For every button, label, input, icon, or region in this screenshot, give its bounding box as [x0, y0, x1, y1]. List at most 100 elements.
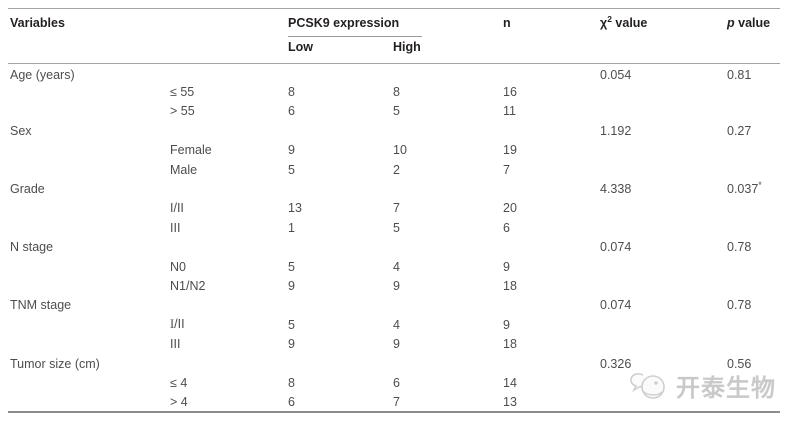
variable-cell: Grade [10, 182, 45, 197]
subcategory-cell: > 55 [170, 104, 195, 119]
table-row: > 55 6 5 11 [8, 102, 780, 121]
variable-cell [8, 257, 170, 276]
low-count-cell: 1 [288, 220, 295, 235]
high-count-cell [393, 63, 503, 82]
chi-square-cell [600, 102, 727, 121]
variable-cell [8, 315, 170, 334]
chi-value-label: value [611, 16, 648, 30]
low-count-cell: 8 [288, 85, 295, 100]
p-symbol: p [727, 16, 735, 30]
p-value-label: value [734, 16, 771, 30]
low-count-cell: 8 [288, 375, 295, 390]
p-value-cell [727, 199, 780, 218]
high-count-cell [393, 121, 503, 140]
p-value-cell: 0.78 [727, 298, 752, 313]
watermark: 开泰生物 [629, 368, 776, 403]
variable-cell: Tumor size (cm) [10, 356, 100, 371]
n-count-cell: 19 [503, 143, 517, 158]
p-value-cell [727, 160, 780, 179]
p-value-cell [727, 257, 780, 276]
chi-square-cell [600, 160, 727, 179]
column-header-pcsk9-expression: PCSK9 expression [288, 9, 503, 37]
n-count-cell: 6 [503, 220, 510, 235]
column-header-high: High [393, 37, 503, 64]
low-count-cell [288, 63, 393, 82]
n-count-cell [503, 63, 600, 82]
chi-square-cell [600, 257, 727, 276]
n-count-cell: 20 [503, 201, 517, 216]
p-value-cell: 0.037* [727, 179, 762, 197]
high-count-cell: 7 [393, 201, 400, 216]
low-count-cell [288, 354, 393, 373]
variable-cell [8, 373, 170, 392]
chi-superscript: 2 [607, 13, 612, 24]
subcategory-cell: I/II [170, 201, 184, 216]
low-count-cell: 9 [288, 278, 295, 293]
table-row: III 9 9 18 [8, 334, 780, 353]
chi-square-cell: 0.054 [600, 67, 632, 82]
chi-square-cell: 4.338 [600, 182, 632, 197]
p-value-cell [727, 82, 780, 101]
variables-label: Variables [10, 16, 65, 30]
table-row-group: N stage 0.074 0.78 [8, 238, 780, 257]
p-value-cell [727, 141, 780, 160]
n-count-cell: 16 [503, 85, 517, 100]
low-count-cell: 5 [288, 317, 295, 332]
variable-cell [8, 82, 170, 101]
p-value-cell: 0.78 [727, 240, 752, 255]
variable-cell [8, 334, 170, 353]
p-value-cell [727, 315, 780, 334]
high-count-cell: 7 [393, 394, 400, 409]
table-body: Age (years) 0.054 0.81 ≤ 55 8 8 16 > 55 6 5 11 Sex 1… [8, 63, 780, 412]
subcategory-cell: III [170, 337, 181, 352]
chi-square-cell: 0.074 [600, 298, 632, 313]
chi-square-cell: 0.326 [600, 356, 632, 371]
high-count-cell [393, 354, 503, 373]
chi-square-cell [600, 315, 727, 334]
high-count-cell [393, 179, 503, 198]
table-row-group: Grade 4.338 0.037* [8, 179, 780, 198]
variable-cell: N stage [10, 240, 54, 255]
high-count-cell: 9 [393, 278, 400, 293]
table-row-group: TNM stage 0.074 0.78 [8, 296, 780, 315]
low-count-cell: 5 [288, 162, 295, 177]
p-value-cell [727, 102, 780, 121]
n-count-cell: 9 [503, 317, 510, 332]
n-count-cell [503, 354, 600, 373]
subcategory-cell [170, 296, 288, 315]
high-count-cell: 8 [393, 85, 400, 100]
subcategory-cell: N1/N2 [170, 278, 206, 293]
table-row-group: Tumor size (cm) 0.326 0.56 [8, 354, 780, 373]
p-value-cell [727, 334, 780, 353]
chi-square-cell [600, 276, 727, 295]
significance-asterisk: * [758, 179, 762, 190]
low-count-cell: 5 [288, 259, 295, 274]
chi-square-cell: 0.074 [600, 240, 632, 255]
high-count-cell [393, 296, 503, 315]
variable-cell [8, 218, 170, 237]
table-row: I/II 5 4 9 [8, 315, 780, 334]
chi-square-cell [600, 82, 727, 101]
subcategory-cell: > 4 [170, 394, 188, 409]
n-count-cell: 7 [503, 162, 510, 177]
chi-square-cell [600, 334, 727, 353]
chi-square-cell [600, 199, 727, 218]
low-count-cell: 9 [288, 337, 295, 352]
variable-cell [8, 199, 170, 218]
n-count-cell [503, 296, 600, 315]
subcategory-cell: III [170, 220, 181, 235]
table-row: N0 5 4 9 [8, 257, 780, 276]
low-count-cell [288, 296, 393, 315]
variable-cell [8, 160, 170, 179]
n-label: n [503, 16, 511, 30]
subcategory-cell: N0 [170, 259, 186, 274]
table-row: > 4 6 7 13 [8, 393, 780, 412]
high-count-cell: 6 [393, 375, 400, 390]
high-count-cell: 2 [393, 162, 400, 177]
high-count-cell: 4 [393, 259, 400, 274]
low-count-cell [288, 179, 393, 198]
n-count-cell [503, 238, 600, 257]
pcsk9-label: PCSK9 expression [288, 16, 400, 30]
n-count-cell: 14 [503, 375, 517, 390]
